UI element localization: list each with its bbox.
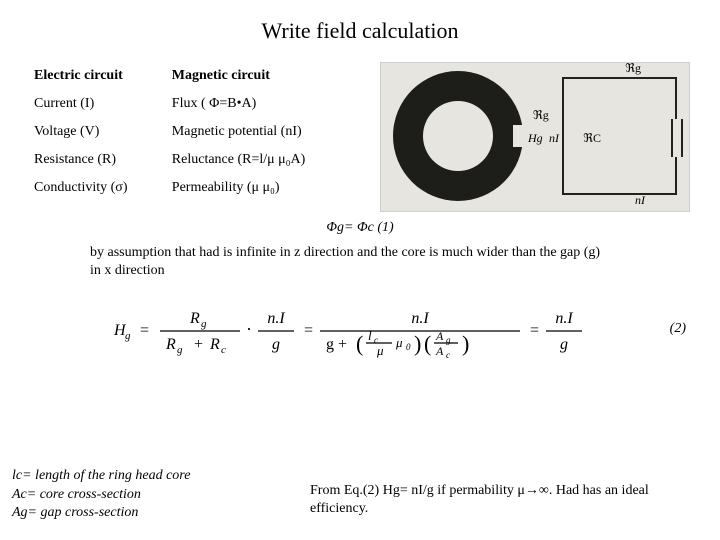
table-head-left: Electric circuit (30, 62, 168, 90)
table-cell: Permeability (μ μ₀) (168, 174, 360, 202)
svg-text:R: R (189, 310, 200, 327)
symbol-definitions: lc= length of the ring head core Ac= cor… (12, 467, 262, 522)
svg-text:n.I: n.I (555, 310, 573, 327)
label-rg-left: ℜg (533, 108, 549, 123)
svg-text:A: A (435, 329, 444, 343)
label-rg-top: ℜg (625, 61, 641, 76)
equivalent-circuit (562, 77, 677, 195)
svg-text:g +: g + (326, 336, 347, 353)
svg-text:): ) (414, 331, 421, 356)
svg-text:=: = (140, 322, 149, 339)
table-row: Conductivity (σ) Permeability (μ μ₀) (30, 174, 360, 202)
magnetic-circuit-diagram: Hg ℜg ℜg ℜC nI nI (380, 62, 690, 212)
table-cell: Current (I) (30, 90, 168, 118)
svg-text:=: = (304, 322, 313, 339)
table-cell: Resistance (R) (30, 146, 168, 174)
label-ni-2: nI (635, 193, 645, 208)
table-row: Current (I) Flux ( Φ=B•A) (30, 90, 360, 118)
svg-text:g: g (201, 318, 207, 330)
svg-text:R: R (209, 336, 220, 353)
table-cell: Magnetic potential (nI) (168, 118, 360, 146)
svg-text:n.I: n.I (411, 310, 429, 327)
mmf-source (671, 119, 683, 157)
conclusion-text: From Eq.(2) Hg= nI/g if permability μ→∞.… (310, 482, 690, 518)
table-cell: Reluctance (R=l/μ μ₀A) (168, 146, 360, 174)
svg-text:·: · (246, 319, 252, 339)
table-cell: Voltage (V) (30, 118, 168, 146)
svg-text:g: g (446, 335, 451, 345)
analogy-table: Electric circuit Magnetic circuit Curren… (30, 62, 360, 202)
svg-text:(: ( (356, 331, 363, 356)
table-cell: Flux ( Φ=B•A) (168, 90, 360, 118)
ring-hole (423, 101, 493, 171)
svg-text:n.I: n.I (267, 310, 285, 327)
def-line: Ag= gap cross-section (12, 504, 262, 522)
table-row: Voltage (V) Magnetic potential (nI) (30, 118, 360, 146)
assumption-text: by assumption that had is infinite in z … (90, 244, 610, 279)
svg-text:g: g (560, 336, 568, 353)
svg-text:c: c (446, 350, 450, 360)
svg-text:A: A (435, 344, 444, 358)
svg-text:c: c (221, 344, 226, 356)
label-hg: Hg (528, 131, 543, 146)
label-ni-1: nI (549, 131, 559, 146)
def-line: lc= length of the ring head core (12, 467, 262, 485)
svg-text:μ: μ (395, 335, 403, 350)
content-area: Electric circuit Magnetic circuit Curren… (0, 62, 720, 368)
air-gap (513, 125, 527, 147)
svg-text:μ: μ (376, 343, 384, 358)
svg-text:(: ( (424, 331, 431, 356)
table-row: Electric circuit Magnetic circuit (30, 62, 360, 90)
equation-1: Φg= Φc (1) (30, 220, 690, 236)
def-line: Ac= core cross-section (12, 486, 262, 504)
table-head-right: Magnetic circuit (168, 62, 360, 90)
svg-text:R: R (165, 336, 176, 353)
equation-2-svg: Hg=RgRg+Rc·n.Ig=n.Ig +(lcμμ0)(AgAc)=n.Ig (100, 293, 620, 363)
table-row: Resistance (R) Reluctance (R=l/μ μ₀A) (30, 146, 360, 174)
svg-text:+: + (194, 336, 203, 353)
svg-text:0: 0 (406, 342, 411, 352)
svg-text:g: g (272, 336, 280, 353)
svg-text:): ) (462, 331, 469, 356)
svg-text:g: g (125, 330, 131, 342)
svg-text:l: l (368, 328, 372, 343)
label-rc: ℜC (583, 131, 601, 146)
table-cell: Conductivity (σ) (30, 174, 168, 202)
equation-2: Hg=RgRg+Rc·n.Ig=n.Ig +(lcμμ0)(AgAc)=n.Ig… (30, 293, 690, 368)
svg-text:=: = (530, 322, 539, 339)
page-title: Write field calculation (0, 0, 720, 62)
svg-text:g: g (177, 344, 183, 356)
equation-2-number: (2) (670, 321, 686, 337)
